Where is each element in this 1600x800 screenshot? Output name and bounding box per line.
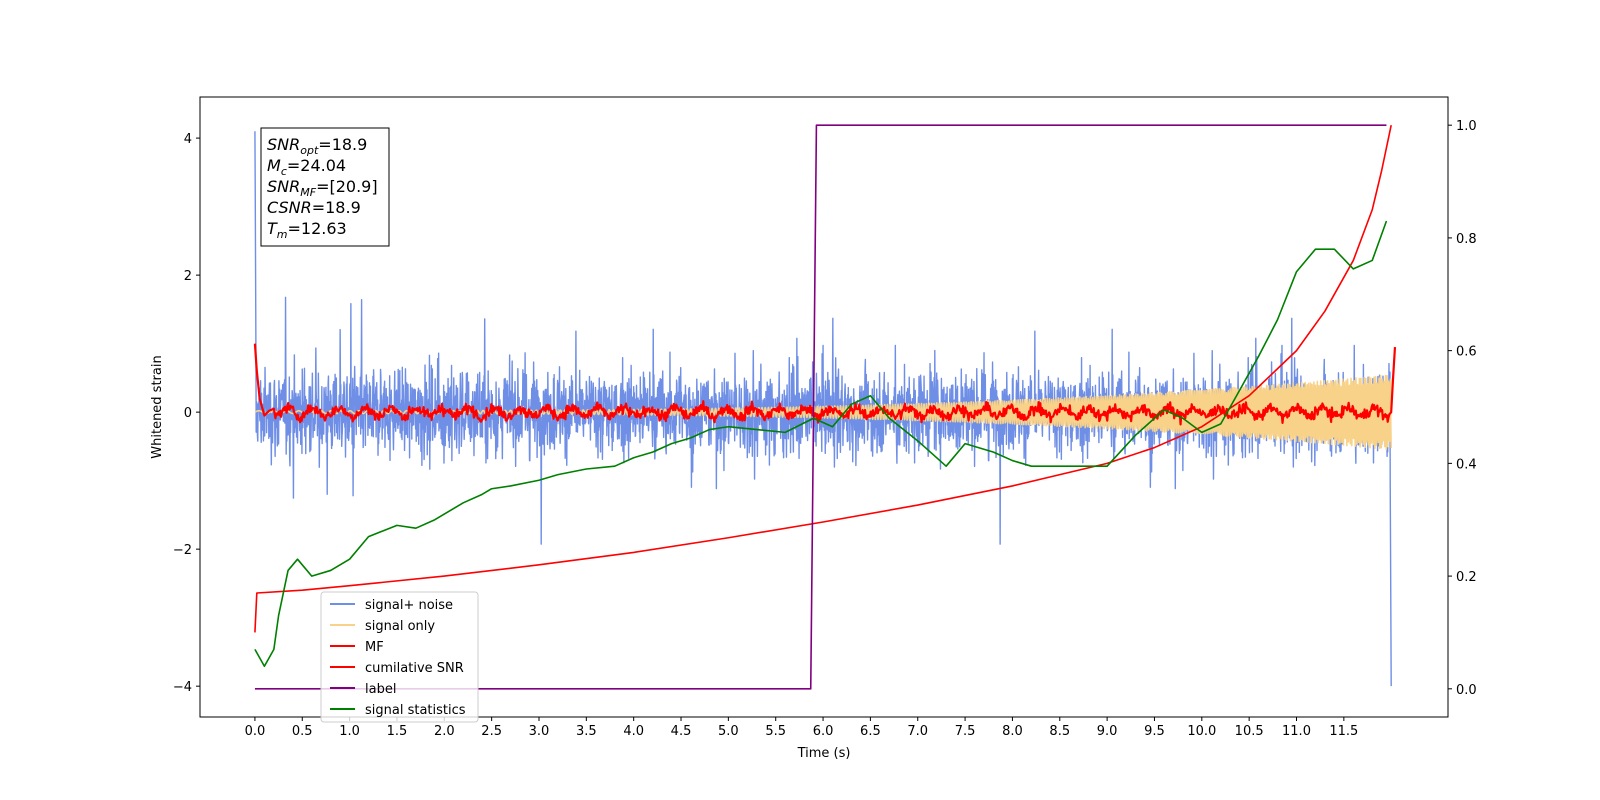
x-tick-label: 4.5 <box>671 724 692 739</box>
x-tick-label: 0.5 <box>292 724 313 739</box>
annotation-box: SNRopt=18.9Mc=24.04SNRMF=[20.9]CSNR=18.9… <box>260 127 390 247</box>
legend-label: signal statistics <box>365 703 466 718</box>
annotation-line: SNRopt=18.9 <box>267 135 367 157</box>
ticks-layer: 0.0 0.5 1.0 1.5 2.0 2.5 3.0 3.5 4.0 4.5 5.0 5.5 6.0 6… <box>173 119 1477 739</box>
x-tick-label: 9.0 <box>1097 724 1118 739</box>
y-tick-label-right: 0.8 <box>1456 232 1477 247</box>
y-tick-label-left: 2 <box>184 269 192 284</box>
y-tick-label-right: 0.2 <box>1456 570 1477 585</box>
annotation-line: CSNR=18.9 <box>267 198 361 217</box>
x-tick-label: 6.0 <box>813 724 834 739</box>
x-tick-label: 10.0 <box>1187 724 1216 739</box>
legend-label: cumilative SNR <box>365 661 464 676</box>
x-tick-label: 7.5 <box>955 724 976 739</box>
x-tick-label: 2.5 <box>481 724 502 739</box>
y-axis-label: Whitened strain <box>150 355 165 458</box>
x-tick-label: 4.0 <box>623 724 644 739</box>
annotation-line: Tm=12.63 <box>267 219 347 241</box>
series-line-label <box>254 124 1387 690</box>
x-tick-label: 9.5 <box>1144 724 1165 739</box>
x-tick-label: 10.5 <box>1235 724 1264 739</box>
x-tick-label: 5.0 <box>718 724 739 739</box>
series-line-signal-statistics <box>254 220 1388 668</box>
legend-label: label <box>365 682 396 697</box>
x-tick-label: 1.0 <box>339 724 360 739</box>
x-tick-label: 7.0 <box>907 724 928 739</box>
x-tick-label: 11.5 <box>1329 724 1358 739</box>
y-tick-label-left: 0 <box>184 406 192 421</box>
y-tick-label-right: 0.0 <box>1456 683 1477 698</box>
x-tick-label: 2.0 <box>434 724 455 739</box>
y-tick-label-left: 4 <box>184 132 192 147</box>
y-tick-label-right: 0.6 <box>1456 345 1477 360</box>
annotation-frame <box>260 127 390 247</box>
series-layer <box>253 124 1397 690</box>
x-tick-label: 6.5 <box>860 724 881 739</box>
series-line-mf <box>253 343 1397 426</box>
legend-frame <box>320 591 479 723</box>
x-tick-label: 0.0 <box>245 724 266 739</box>
y-tick-label-left: −2 <box>173 543 192 558</box>
x-tick-label: 11.0 <box>1282 724 1311 739</box>
legend: signal+ noise signal only MF cumilative SNR… <box>320 591 479 723</box>
legend-label: signal+ noise <box>365 598 453 613</box>
y-tick-label-right: 1.0 <box>1456 119 1477 134</box>
x-tick-label: 3.5 <box>576 724 597 739</box>
x-axis-label: Time (s) <box>797 746 851 761</box>
x-tick-label: 8.0 <box>1002 724 1023 739</box>
annotation-line: SNRMF=[20.9] <box>267 177 378 199</box>
legend-label: MF <box>365 640 384 655</box>
x-tick-label: 1.5 <box>387 724 408 739</box>
annotation-line: Mc=24.04 <box>267 156 346 178</box>
y-tick-label-left: −4 <box>173 680 192 695</box>
x-tick-label: 5.5 <box>765 724 786 739</box>
x-tick-label: 8.5 <box>1049 724 1070 739</box>
x-tick-label: 3.0 <box>529 724 550 739</box>
series-line-cumilative-snr <box>254 125 1392 633</box>
y-tick-label-right: 0.4 <box>1456 457 1477 472</box>
legend-label: signal only <box>365 619 435 634</box>
plot-frame <box>199 96 1449 718</box>
